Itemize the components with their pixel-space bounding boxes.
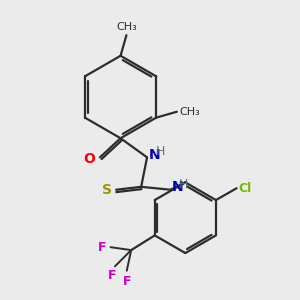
Text: CH₃: CH₃ (116, 22, 137, 32)
Text: O: O (84, 152, 95, 166)
Text: F: F (108, 269, 116, 282)
Text: CH₃: CH₃ (180, 107, 201, 117)
Text: F: F (98, 241, 106, 254)
Text: H: H (179, 178, 188, 191)
Text: H: H (155, 145, 165, 158)
Text: S: S (102, 183, 112, 197)
Text: N: N (172, 180, 184, 194)
Text: Cl: Cl (238, 182, 251, 195)
Text: N: N (148, 148, 160, 162)
Text: F: F (122, 275, 131, 288)
